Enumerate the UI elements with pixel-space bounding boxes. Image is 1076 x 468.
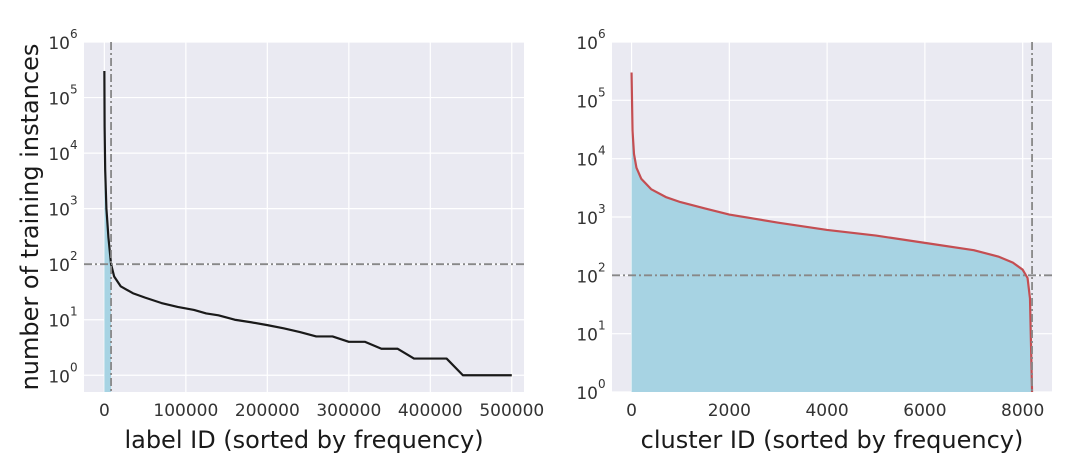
y-tick-label-base: 10 bbox=[576, 34, 598, 54]
y-tick-label-base: 10 bbox=[48, 256, 70, 276]
y-axis-label: number of training instances bbox=[16, 44, 44, 391]
y-tick-label-exponent: 4 bbox=[70, 138, 78, 152]
y-tick-label-exponent: 3 bbox=[598, 202, 606, 216]
x-tick-label: 300000 bbox=[316, 401, 381, 421]
x-tick-label: 2000 bbox=[708, 401, 751, 421]
y-tick-label-base: 10 bbox=[48, 34, 70, 54]
x-tick-label: 500000 bbox=[479, 401, 544, 421]
x-tick-label: 200000 bbox=[235, 401, 300, 421]
y-tick-label-exponent: 6 bbox=[598, 27, 606, 41]
y-tick-label-exponent: 2 bbox=[70, 249, 78, 263]
y-tick-label-exponent: 1 bbox=[598, 319, 606, 333]
y-tick-label-base: 10 bbox=[48, 367, 70, 387]
y-tick-label-exponent: 3 bbox=[70, 194, 78, 208]
y-tick-label-base: 10 bbox=[576, 326, 598, 346]
x-axis-label: label ID (sorted by frequency) bbox=[124, 426, 483, 454]
y-tick-label-exponent: 1 bbox=[70, 305, 78, 319]
x-tick-label: 8000 bbox=[1001, 401, 1044, 421]
y-tick-label-base: 10 bbox=[48, 312, 70, 332]
area-fill bbox=[631, 72, 1033, 393]
y-tick-label-exponent: 6 bbox=[70, 27, 78, 41]
series-line bbox=[103, 71, 512, 377]
x-axis-label: cluster ID (sorted by frequency) bbox=[641, 426, 1024, 454]
x-tick-label: 0 bbox=[626, 401, 637, 421]
y-tick-label-exponent: 2 bbox=[598, 260, 606, 274]
y-tick-label-exponent: 5 bbox=[598, 85, 606, 99]
x-tick-label: 100000 bbox=[153, 401, 218, 421]
y-tick-label-exponent: 0 bbox=[598, 377, 606, 391]
x-tick-label: 0 bbox=[99, 401, 110, 421]
y-tick-label-base: 10 bbox=[576, 267, 598, 287]
y-tick-label-base: 10 bbox=[48, 201, 70, 221]
x-tick-label: 4000 bbox=[805, 401, 848, 421]
series-line bbox=[630, 72, 1034, 393]
x-tick-label: 6000 bbox=[903, 401, 946, 421]
y-tick-label-base: 10 bbox=[576, 92, 598, 112]
x-tick-label: 400000 bbox=[398, 401, 463, 421]
y-tick-label-exponent: 4 bbox=[598, 144, 606, 158]
y-tick-label-base: 10 bbox=[576, 151, 598, 171]
y-tick-label-exponent: 0 bbox=[70, 360, 78, 374]
y-tick-label-exponent: 5 bbox=[70, 83, 78, 97]
y-tick-label-base: 10 bbox=[48, 145, 70, 165]
plot-background bbox=[84, 42, 524, 392]
y-tick-label-base: 10 bbox=[576, 384, 598, 404]
y-tick-label-base: 10 bbox=[576, 209, 598, 229]
y-tick-label-base: 10 bbox=[48, 90, 70, 110]
